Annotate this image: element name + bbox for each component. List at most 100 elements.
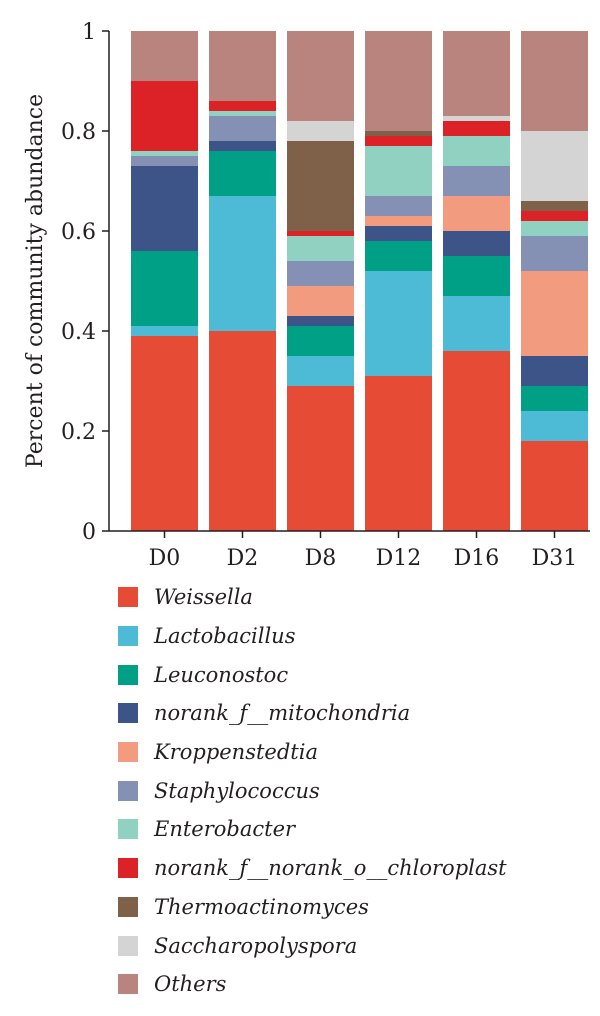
x-tick-label: D16 (454, 546, 500, 570)
bar-segment-norank-f-mitochondria (131, 166, 198, 251)
bar-segment-kroppenstedtia (287, 286, 354, 316)
x-tick-label: D31 (532, 546, 578, 570)
y-axis-title: Percent of community abundance (23, 94, 48, 468)
bar-segment-lactobacillus (521, 411, 588, 441)
legend-label: Leuconostoc (154, 662, 289, 687)
legend-swatch (118, 896, 138, 917)
bar-segment-enterobacter (521, 221, 588, 236)
bar-segment-thermoactinomyces (365, 131, 432, 136)
legend-label: Lactobacillus (154, 624, 296, 649)
x-axis: D0 D2 D8 D12 D16 D31 (109, 530, 590, 570)
bar-segment-norank-f-norank-o-chloroplast (131, 81, 198, 151)
bar-segment-others (521, 31, 588, 131)
bar-segment-leuconostoc (443, 256, 510, 296)
bar-segment-norank-f-mitochondria (287, 316, 354, 326)
bar-segment-weissella (521, 441, 588, 531)
legend-label: Enterobacter (154, 817, 296, 842)
bar-segment-kroppenstedtia (521, 271, 588, 356)
bar-segment-enterobacter (131, 151, 198, 156)
legend-swatch (118, 858, 138, 879)
bar-segment-weissella (209, 331, 276, 531)
bar-segment-weissella (365, 376, 432, 531)
y-axis: 0 0.2 0.4 0.6 0.8 1 (61, 20, 110, 545)
bar-segment-weissella (443, 351, 510, 531)
legend-item: norank_f__norank_o__chloroplast (118, 849, 507, 888)
legend-swatch (118, 626, 138, 647)
bar-segment-saccharopolyspora (287, 121, 354, 141)
bars (131, 31, 588, 531)
bar-stack-d2 (209, 31, 276, 531)
legend-swatch (118, 587, 138, 608)
bar-segment-norank-f-norank-o-chloroplast (287, 231, 354, 236)
bar-segment-staphylococcus (287, 261, 354, 286)
bar-segment-staphylococcus (131, 156, 198, 166)
bar-segment-others (443, 31, 510, 116)
bar-stack-d8 (287, 31, 354, 531)
bar-stack-d31 (521, 31, 588, 531)
legend-label: Saccharopolyspora (154, 933, 358, 958)
legend-swatch (118, 664, 138, 685)
bar-segment-staphylococcus (443, 166, 510, 196)
legend-label: Thermoactinomyces (154, 894, 369, 919)
legend-label: Staphylococcus (154, 778, 320, 803)
bar-segment-staphylococcus (521, 236, 588, 271)
bar-segment-lactobacillus (443, 296, 510, 351)
bar-stack-d16 (443, 31, 510, 531)
bar-stack-d12 (365, 31, 432, 531)
legend-swatch (118, 935, 138, 956)
bar-segment-others (365, 31, 432, 131)
bar-segment-norank-f-mitochondria (521, 356, 588, 386)
legend-item: Lactobacillus (118, 617, 507, 656)
y-tick-label: 1 (82, 20, 96, 45)
legend-swatch (118, 974, 138, 995)
bar-segment-leuconostoc (209, 151, 276, 196)
bar-segment-leuconostoc (521, 386, 588, 411)
x-tick-label: D0 (149, 546, 181, 570)
bar-stack-d0 (131, 31, 198, 531)
bar-segment-leuconostoc (287, 326, 354, 356)
legend-label: norank_f__mitochondria (154, 701, 411, 726)
x-tick-label: D8 (305, 546, 337, 570)
legend-item: Saccharopolyspora (118, 926, 507, 965)
bar-segment-saccharopolyspora (521, 131, 588, 201)
bar-segment-norank-f-norank-o-chloroplast (521, 211, 588, 221)
bar-segment-weissella (287, 386, 354, 531)
legend-item: Staphylococcus (118, 771, 507, 810)
legend-item: Others (118, 965, 507, 1004)
y-tick-label: 0.6 (61, 220, 96, 245)
legend-label: Others (154, 972, 227, 997)
legend: Weissella Lactobacillus Leuconostoc norank_… (118, 578, 507, 1004)
bar-segment-leuconostoc (131, 251, 198, 326)
x-tick-label: D2 (227, 546, 259, 570)
y-tick-label: 0 (82, 520, 96, 545)
bar-segment-leuconostoc (365, 241, 432, 271)
bar-segment-lactobacillus (131, 326, 198, 336)
bar-segment-norank-f-norank-o-chloroplast (365, 136, 432, 146)
legend-label: Weissella (154, 585, 253, 610)
legend-item: Kroppenstedtia (118, 733, 507, 772)
bar-segment-norank-f-mitochondria (443, 231, 510, 256)
legend-swatch (118, 742, 138, 763)
bar-segment-lactobacillus (365, 271, 432, 376)
bar-segment-weissella (131, 336, 198, 531)
bar-segment-others (209, 31, 276, 101)
legend-item: Leuconostoc (118, 655, 507, 694)
legend-label: Kroppenstedtia (154, 740, 318, 765)
bar-segment-norank-f-mitochondria (209, 141, 276, 151)
bar-segment-norank-f-mitochondria (365, 226, 432, 241)
y-tick-label: 0.8 (61, 120, 96, 145)
bar-segment-norank-f-norank-o-chloroplast (209, 101, 276, 111)
bar-segment-saccharopolyspora (443, 116, 510, 121)
bar-segment-lactobacillus (287, 356, 354, 386)
legend-item: Thermoactinomyces (118, 888, 507, 927)
stacked-bar-chart: Percent of community abundance 0 0.2 0.4 0.… (23, 20, 590, 570)
legend-label: norank_f__norank_o__chloroplast (154, 856, 507, 881)
legend-item: Enterobacter (118, 810, 507, 849)
legend-item: norank_f__mitochondria (118, 694, 507, 733)
bar-segment-kroppenstedtia (443, 196, 510, 231)
bar-segment-others (131, 31, 198, 81)
bar-segment-enterobacter (365, 146, 432, 196)
legend-swatch (118, 819, 138, 840)
bar-segment-enterobacter (209, 111, 276, 116)
bar-segment-thermoactinomyces (287, 141, 354, 231)
